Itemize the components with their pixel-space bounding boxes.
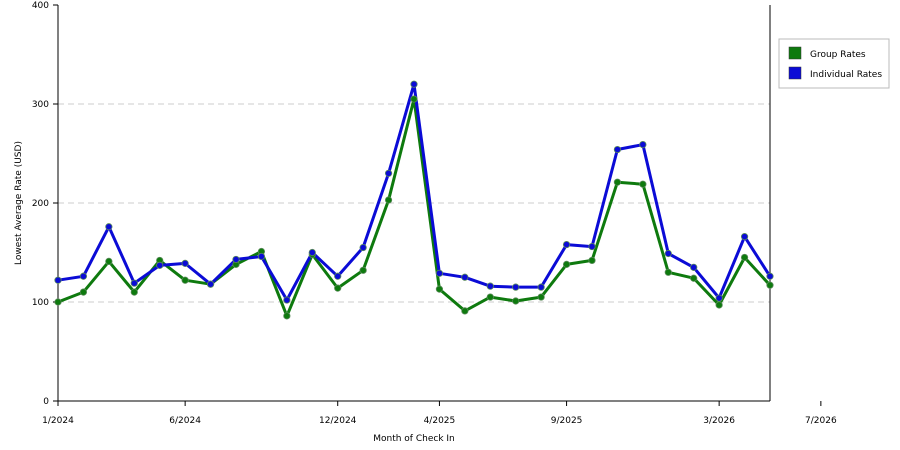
series-point-1 <box>54 276 62 284</box>
series-point-0 <box>359 266 367 274</box>
x-tick-label: 9/2025 <box>551 416 583 426</box>
series-point-0 <box>588 256 596 265</box>
series-point-0 <box>512 297 520 305</box>
series-point-1 <box>537 283 545 291</box>
legend-swatch-group-rates <box>788 46 802 60</box>
grid-lines <box>58 103 770 303</box>
series-point-0 <box>486 293 494 301</box>
x-tick-label: 3/2026 <box>703 416 735 426</box>
series-point-1 <box>130 279 138 287</box>
legend-label-group-rates: Group Rates <box>810 50 866 60</box>
series-point-1 <box>690 263 698 271</box>
series-point-0 <box>384 196 393 204</box>
series-point-1 <box>283 296 291 304</box>
y-tick-label: 400 <box>32 1 49 11</box>
series-point-0 <box>740 253 749 262</box>
series-point-1 <box>359 243 367 252</box>
series-point-0 <box>410 95 418 103</box>
y-tick-label: 300 <box>32 100 49 110</box>
series-point-0 <box>54 298 62 306</box>
legend-label-individual-rates: Individual Rates <box>810 70 882 80</box>
series-point-1 <box>308 248 316 257</box>
series-point-0 <box>639 180 647 188</box>
legend-swatch-individual-rates <box>788 66 802 80</box>
series-point-1 <box>562 240 571 249</box>
series-point-0 <box>690 274 698 282</box>
x-tick-label: 4/2025 <box>424 416 456 426</box>
series-point-1 <box>613 145 622 154</box>
series-point-1 <box>232 255 240 264</box>
series-point-1 <box>435 269 444 277</box>
x-tick-label: 7/2026 <box>805 416 837 426</box>
series-point-0 <box>461 307 469 315</box>
series-point-0 <box>283 312 291 320</box>
series-point-1 <box>79 272 88 280</box>
series-point-1 <box>664 249 672 258</box>
series-point-0 <box>664 268 672 276</box>
y-tick-label: 100 <box>32 298 49 308</box>
series-point-1 <box>206 280 215 288</box>
y-ticks: 0 100 200 300 400 <box>32 1 58 407</box>
series-point-1 <box>257 252 266 261</box>
series-point-1 <box>410 80 418 88</box>
x-tick-label: 6/2024 <box>169 416 201 426</box>
series-point-0 <box>130 288 138 296</box>
y-tick-label: 200 <box>32 199 49 209</box>
series-point-0 <box>435 285 444 293</box>
series-point-1 <box>588 242 596 251</box>
y-tick-label: 0 <box>43 397 49 407</box>
series-point-1 <box>461 273 469 281</box>
legend-box <box>778 38 890 89</box>
x-ticks: 1/2024 6/2024 12/2024 4/2025 9/2025 3/2026 7/2… <box>42 401 837 426</box>
series-point-1 <box>740 233 749 241</box>
x-axis-title: Month of Check In <box>373 434 455 444</box>
series-layer <box>54 80 774 320</box>
series-point-0 <box>181 276 189 284</box>
series-point-0 <box>79 288 88 296</box>
series-point-1 <box>512 283 520 291</box>
series-point-1 <box>766 272 774 280</box>
x-tick-label: 12/2024 <box>319 416 357 426</box>
series-point-1 <box>486 282 494 290</box>
series-point-0 <box>562 260 571 268</box>
series-point-1 <box>105 223 113 231</box>
series-point-1 <box>715 294 723 302</box>
series-point-0 <box>105 257 113 266</box>
series-point-0 <box>537 293 545 301</box>
series-point-1 <box>156 261 164 269</box>
series-point-0 <box>766 281 774 289</box>
series-point-1 <box>639 140 647 149</box>
x-tick-label: 1/2024 <box>42 416 74 426</box>
series-line-0 <box>57 97 772 318</box>
y-axis-title: Lowest Average Rate (USD) <box>14 141 24 265</box>
series-point-1 <box>334 272 342 280</box>
series-point-1 <box>181 259 189 267</box>
series-point-0 <box>613 178 622 186</box>
series-point-0 <box>715 301 723 309</box>
legend: Group Rates Individual Rates <box>778 38 890 89</box>
series-point-0 <box>334 284 342 292</box>
series-line-1 <box>57 82 772 302</box>
series-point-1 <box>384 169 393 177</box>
